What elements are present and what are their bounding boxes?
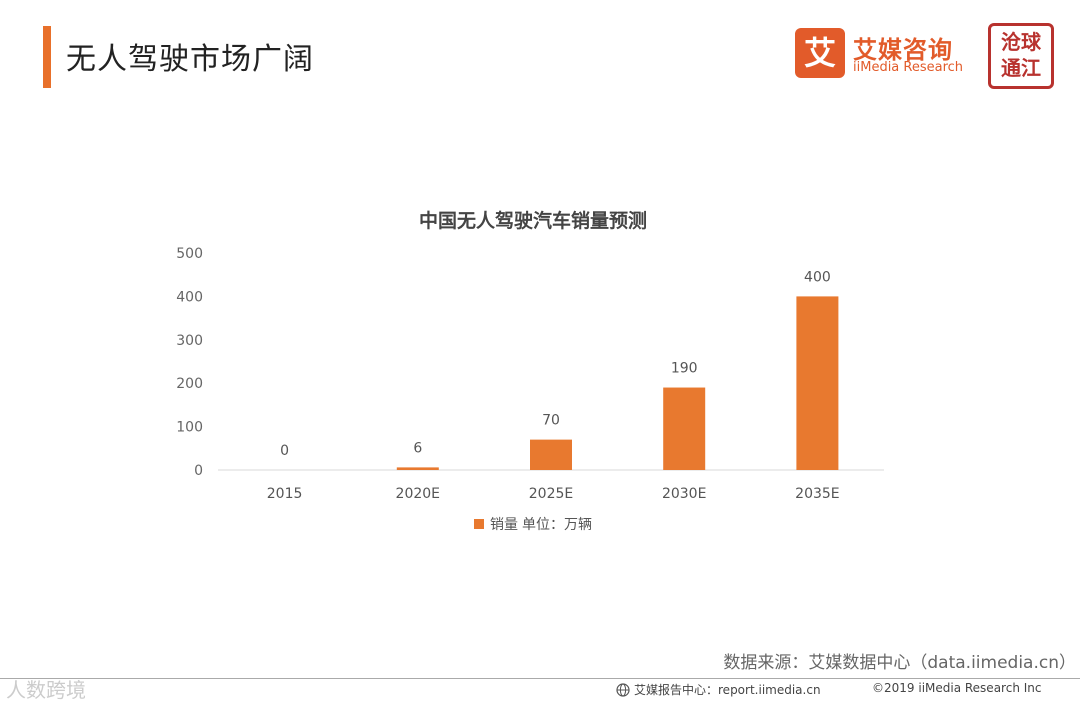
chart-legend: 销量 单位：万辆: [474, 514, 592, 534]
data-label: 0: [280, 443, 289, 459]
bar-2020E: [396, 467, 439, 470]
red-seal-stamp: 沧球 通江: [988, 23, 1054, 89]
legend-swatch: [474, 519, 484, 529]
page-title: 无人驾驶市场广阔: [66, 42, 314, 77]
seal-line-2: 通江: [1001, 56, 1041, 80]
legend-label: 销量: [490, 517, 518, 533]
x-tick-label: 2020E: [396, 486, 440, 502]
title-accent-bar: [43, 26, 51, 88]
data-label: 400: [804, 269, 831, 285]
logo-name-en: iiMedia Research: [853, 60, 964, 75]
report-center: 艾媒报告中心： report.iimedia.cn: [616, 681, 821, 698]
watermark: 人数跨境: [6, 678, 86, 702]
x-tick-label: 2025E: [529, 486, 573, 502]
y-tick-label: 300: [176, 333, 203, 349]
chart-title: 中国无人驾驶汽车销量预测: [418, 210, 647, 232]
y-tick-label: 500: [176, 246, 203, 262]
bar-2025E: [530, 439, 572, 470]
y-tick-label: 0: [194, 463, 203, 479]
footer-divider: [0, 678, 1080, 679]
seal-line-1: 沧球: [1001, 30, 1041, 54]
y-tick-label: 100: [176, 420, 203, 436]
data-label: 190: [671, 361, 698, 377]
bar-2030E: [663, 387, 706, 470]
y-tick-label: 400: [176, 289, 203, 305]
logo-name-cn: 艾媒咨询: [853, 36, 953, 64]
y-tick-label: 200: [176, 376, 203, 392]
globe-icon: [616, 682, 630, 697]
iimedia-logo: 艾 艾媒咨询 iiMedia Research: [795, 28, 970, 80]
copyright: ©2019 iiMedia Research Inc: [872, 681, 1042, 695]
report-url[interactable]: report.iimedia.cn: [718, 682, 821, 697]
report-label: 艾媒报告中心：: [634, 683, 719, 697]
x-tick-label: 2015: [267, 486, 303, 502]
x-tick-label: 2035E: [795, 486, 839, 502]
data-label: 6: [413, 440, 422, 456]
data-source-note: 数据来源：艾媒数据中心（data.iimedia.cn）: [723, 653, 1076, 673]
logo-mark: 艾: [795, 28, 845, 78]
legend-unit: 单位：万辆: [522, 517, 592, 533]
x-tick-label: 2030E: [662, 486, 706, 502]
data-label: 70: [542, 413, 560, 429]
bar-2035E: [796, 296, 839, 470]
sales-forecast-bar-chart: 0 100 200 300 400 500 0 2015 6 2020E 70 2025E 190 203…: [176, 246, 884, 502]
